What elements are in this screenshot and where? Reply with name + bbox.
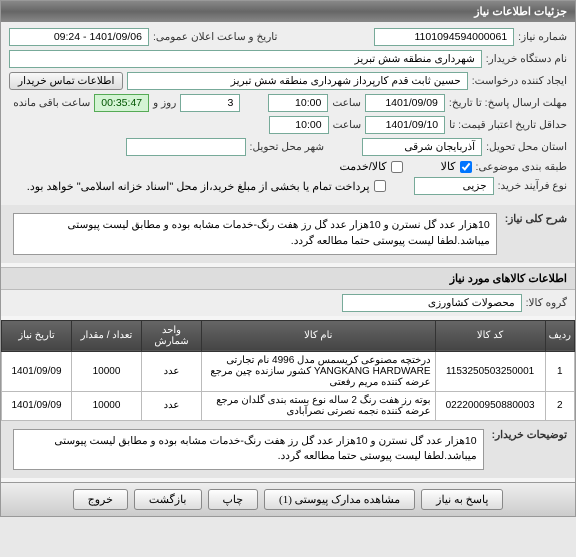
cat-service-label: کالا/خدمت (339, 160, 386, 173)
group-label: گروه کالا: (526, 297, 567, 309)
cell-idx: 1 (545, 351, 574, 391)
cat-goods-label: کالا (441, 160, 456, 173)
buyer-note-label: توضیحات خریدار: (492, 425, 567, 441)
cell-unit: عدد (142, 351, 202, 391)
cell-unit: عدد (142, 391, 202, 420)
table-row[interactable]: 1 1153250503250001 درختچه مصنوعی کریسمس … (2, 351, 575, 391)
reply-button[interactable]: پاسخ به نیاز (421, 489, 503, 510)
cat-goods-check[interactable]: کالا (441, 160, 472, 173)
cell-qty: 10000 (72, 351, 142, 391)
requester-field: حسین ثابت قدم کارپرداز شهرداری منطقه شش … (127, 72, 467, 90)
province-field: آذربایجان شرقی (362, 138, 482, 156)
form-area: شماره نیاز: 1101094594000061 تاریخ و ساع… (1, 22, 575, 205)
announce-label: تاریخ و ساعت اعلان عمومی: (153, 31, 277, 43)
goods-checkbox[interactable] (460, 161, 472, 173)
cell-name: بوته رز هفت رنگ 2 ساله نوع بسته بندی گلد… (202, 391, 436, 420)
announce-value: 1401/09/06 - 09:24 (9, 28, 149, 46)
city-label: شهر محل تحویل: (250, 141, 325, 153)
device-field: شهرداری منطقه شش تبریز (9, 50, 482, 68)
items-header: اطلاعات کالاهای مورد نیاز (1, 267, 575, 290)
requester-label: ایجاد کننده درخواست: (472, 75, 567, 87)
days-unit: روز و (153, 97, 176, 109)
desc-title-label: شرح کلی نیاز: (505, 209, 567, 225)
cell-idx: 2 (545, 391, 574, 420)
partial-pay-check[interactable]: پرداخت تمام یا بخشی از مبلغ خرید،از محل … (27, 180, 386, 193)
countdown: 00:35:47 (94, 94, 149, 112)
table-row[interactable]: 2 0222000950880003 بوته رز هفت رنگ 2 سال… (2, 391, 575, 420)
cell-date: 1401/09/09 (2, 351, 72, 391)
col-row: ردیف (545, 320, 574, 351)
col-qty: تعداد / مقدار (72, 320, 142, 351)
validity-date: 1401/09/10 (365, 116, 445, 134)
contact-button[interactable]: اطلاعات تماس خریدار (9, 72, 123, 90)
remain-label: ساعت باقی مانده (13, 97, 90, 109)
deadline-label: مهلت ارسال پاسخ: تا تاریخ: (449, 97, 567, 109)
cell-date: 1401/09/09 (2, 391, 72, 420)
items-table: ردیف کد کالا نام کالا واحد شمارش تعداد /… (1, 320, 575, 421)
device-label: نام دستگاه خریدار: (486, 53, 567, 65)
time-label-1: ساعت (332, 97, 361, 109)
purchase-type-field: جزیی (414, 177, 494, 195)
footer-bar: پاسخ به نیاز مشاهده مدارک پیوستی (1) چاپ… (1, 482, 575, 516)
city-field (126, 138, 246, 156)
deadline-date: 1401/09/09 (365, 94, 445, 112)
buyer-note-text: 10هزار عدد گل نسترن و 10هزار عدد گل رز ه… (13, 429, 484, 471)
cell-name: درختچه مصنوعی کریسمس مدل 4996 نام تجارتی… (202, 351, 436, 391)
group-field: محصولات کشاورزی (342, 294, 522, 312)
panel-title: جزئیات اطلاعات نیاز (1, 1, 575, 22)
col-date: تاریخ نیاز (2, 320, 72, 351)
service-checkbox[interactable] (391, 161, 403, 173)
cell-qty: 10000 (72, 391, 142, 420)
col-code: کد کالا (435, 320, 545, 351)
category-label: طبقه بندی موضوعی: (476, 161, 567, 173)
print-button[interactable]: چاپ (208, 489, 259, 510)
partial-checkbox[interactable] (374, 180, 386, 192)
table-header-row: ردیف کد کالا نام کالا واحد شمارش تعداد /… (2, 320, 575, 351)
cell-code: 0222000950880003 (435, 391, 545, 420)
cell-code: 1153250503250001 (435, 351, 545, 391)
time-label-2: ساعت (333, 119, 362, 131)
back-button[interactable]: بازگشت (134, 489, 202, 510)
deadline-time: 10:00 (268, 94, 328, 112)
cat-service-check[interactable]: کالا/خدمت (339, 160, 402, 173)
validity-time: 10:00 (269, 116, 329, 134)
attachments-button[interactable]: مشاهده مدارک پیوستی (1) (264, 489, 415, 510)
exit-button[interactable]: خروج (73, 489, 128, 510)
purchase-type-label: نوع فرآیند خرید: (498, 180, 567, 192)
need-number-label: شماره نیاز: (518, 31, 567, 43)
days-remain: 3 (180, 94, 240, 112)
province-label: استان محل تحویل: (486, 141, 567, 153)
col-unit: واحد شمارش (142, 320, 202, 351)
desc-text: 10هزار عدد گل نسترن و 10هزار عدد گل رز ه… (13, 213, 497, 255)
validity-label: حداقل تاریخ اعتبار قیمت: تا (449, 119, 567, 131)
partial-pay-label: پرداخت تمام یا بخشی از مبلغ خرید،از محل … (27, 180, 370, 193)
details-panel: جزئیات اطلاعات نیاز شماره نیاز: 11010945… (0, 0, 576, 517)
col-name: نام کالا (202, 320, 436, 351)
need-number-field: 1101094594000061 (374, 28, 514, 46)
